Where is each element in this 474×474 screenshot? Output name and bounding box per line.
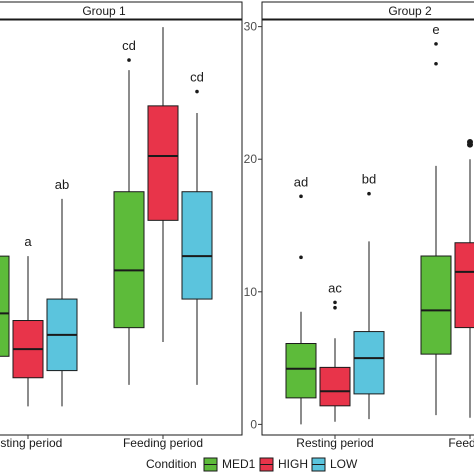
box-low xyxy=(353,331,385,395)
x-category-label: Feeding period xyxy=(123,436,203,450)
legend-label-med1: MED1 xyxy=(222,457,256,471)
axis-layer: esting period Feeding period 0 10 20 30 Restin… xyxy=(0,20,474,450)
outlier-point xyxy=(467,138,473,145)
legend: Condition MED1 HIGH LOW xyxy=(146,457,358,472)
legend-title: Condition xyxy=(146,457,197,471)
panel2-frame xyxy=(261,19,474,436)
x-category-label: Feeding xyxy=(448,436,474,450)
significance-label: e xyxy=(159,5,166,20)
box-med1 xyxy=(420,255,452,355)
significance-label: ab xyxy=(55,177,69,192)
outlier-point xyxy=(333,305,337,310)
significance-label: ad xyxy=(294,174,308,189)
significance-label: a xyxy=(24,234,32,249)
significance-label: cd xyxy=(122,38,136,53)
significance-label: ac xyxy=(328,280,342,295)
significance-label: bd xyxy=(362,172,376,187)
x-category-label: esting period xyxy=(0,436,62,450)
y-tick-label: 10 xyxy=(244,285,258,299)
outlier-point xyxy=(195,89,199,94)
outlier-point xyxy=(333,300,337,305)
x-category-label: Resting period xyxy=(296,436,373,450)
box-high xyxy=(319,366,351,407)
panel2-strip xyxy=(261,1,474,20)
panel2-plot-area: ad ac bd e xyxy=(285,22,474,425)
panel1-plot-area: daabcdecd xyxy=(0,5,213,407)
panel1-frame xyxy=(0,19,243,436)
box-med1 xyxy=(0,255,10,357)
outlier-point xyxy=(367,191,371,196)
outlier-point xyxy=(299,255,303,260)
significance-label: cd xyxy=(190,70,204,85)
outlier-point xyxy=(299,194,303,199)
legend-label-high: HIGH xyxy=(278,457,308,471)
outlier-point xyxy=(434,61,438,66)
panel1-strip xyxy=(0,1,243,20)
y-tick-label: 0 xyxy=(250,417,257,431)
significance-label: e xyxy=(432,22,439,37)
legend-label-low: LOW xyxy=(330,457,358,471)
panel2-title: Group 2 xyxy=(388,4,432,18)
box-med1 xyxy=(113,191,145,329)
box-low xyxy=(181,191,213,300)
y-tick-label: 30 xyxy=(244,20,258,34)
y-tick-label: 20 xyxy=(244,152,258,166)
outlier-point xyxy=(434,42,438,46)
box-high xyxy=(454,242,474,329)
box-high xyxy=(147,105,179,221)
outlier-point xyxy=(127,58,131,62)
box-med1 xyxy=(285,343,317,399)
panel1-title: Group 1 xyxy=(82,4,126,18)
